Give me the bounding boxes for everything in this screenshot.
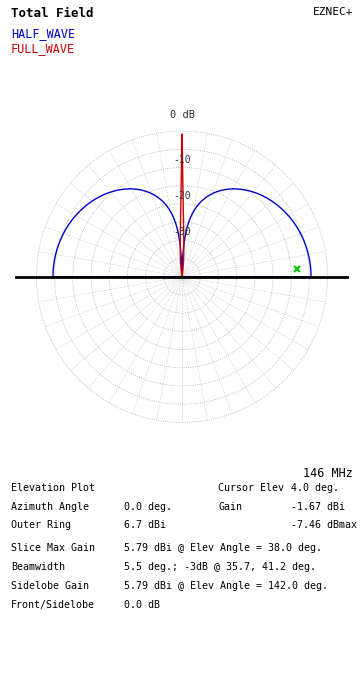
Text: Total Field: Total Field <box>11 7 94 20</box>
Text: Front/Sidelobe: Front/Sidelobe <box>11 600 95 610</box>
Text: 5.5 deg.; -3dB @ 35.7, 41.2 deg.: 5.5 deg.; -3dB @ 35.7, 41.2 deg. <box>124 562 316 572</box>
Text: -1.67 dBi: -1.67 dBi <box>291 502 345 512</box>
Text: 6.7 dBi: 6.7 dBi <box>124 520 166 531</box>
Text: -10: -10 <box>173 155 191 165</box>
Text: FULL_WAVE: FULL_WAVE <box>11 42 75 55</box>
Text: Gain: Gain <box>218 502 242 512</box>
Text: 0 dB: 0 dB <box>170 109 194 119</box>
Text: Cursor Elev: Cursor Elev <box>218 483 284 493</box>
Text: Elevation Plot: Elevation Plot <box>11 483 95 493</box>
Text: EZNEC+: EZNEC+ <box>313 7 353 17</box>
Text: Azimuth Angle: Azimuth Angle <box>11 502 89 512</box>
Text: -20: -20 <box>173 191 191 201</box>
Text: 0.0 deg.: 0.0 deg. <box>124 502 172 512</box>
Text: Sidelobe Gain: Sidelobe Gain <box>11 581 89 591</box>
Text: -7.46 dBmax: -7.46 dBmax <box>291 520 357 531</box>
Text: 5.79 dBi @ Elev Angle = 142.0 deg.: 5.79 dBi @ Elev Angle = 142.0 deg. <box>124 581 328 591</box>
Text: 4.0 deg.: 4.0 deg. <box>291 483 339 493</box>
Text: Slice Max Gain: Slice Max Gain <box>11 543 95 553</box>
Text: Outer Ring: Outer Ring <box>11 520 71 531</box>
Text: 0.0 dB: 0.0 dB <box>124 600 160 610</box>
Text: Beamwidth: Beamwidth <box>11 562 65 572</box>
Text: 5.79 dBi @ Elev Angle = 38.0 deg.: 5.79 dBi @ Elev Angle = 38.0 deg. <box>124 543 322 553</box>
Text: 146 MHz: 146 MHz <box>303 467 353 480</box>
Text: -30: -30 <box>173 227 191 238</box>
Text: HALF_WAVE: HALF_WAVE <box>11 27 75 40</box>
